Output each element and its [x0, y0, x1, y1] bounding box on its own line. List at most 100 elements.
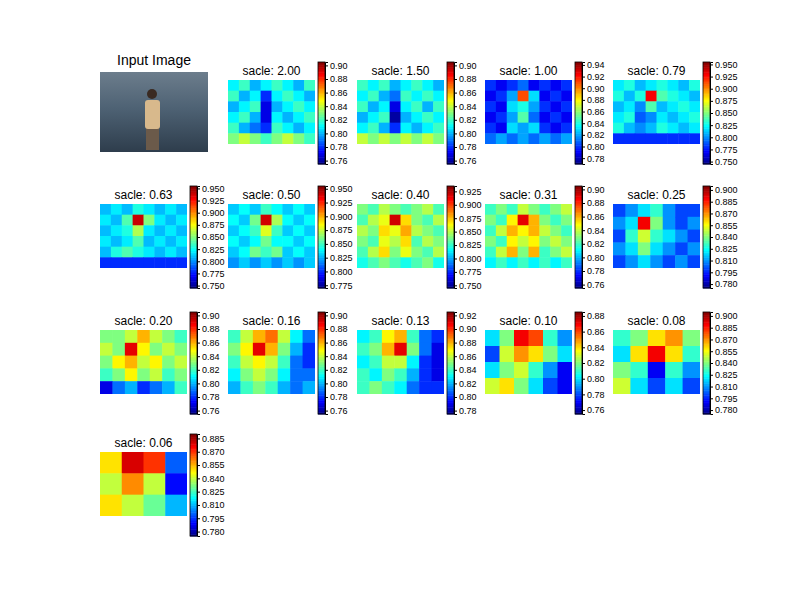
- tick: 0.90: [325, 61, 348, 71]
- heatmap-cell: [272, 112, 283, 123]
- heatmap-cell: [411, 101, 422, 112]
- heatmap-cell: [638, 204, 651, 217]
- tick: 0.80: [454, 129, 477, 139]
- heatmap-cell: [304, 133, 315, 144]
- heatmap-cell: [433, 236, 444, 247]
- heatmap-cell: [357, 330, 370, 343]
- tick: 0.900: [710, 311, 738, 321]
- tick-mark: [325, 65, 328, 66]
- heatmap-cell: [657, 80, 668, 91]
- heatmap-cells: [613, 330, 700, 394]
- heatmap-cell: [293, 101, 304, 112]
- heatmap-cell: [407, 368, 420, 381]
- colorbar-frame: [575, 62, 582, 164]
- heatmap-cell: [228, 91, 239, 102]
- tick-mark: [325, 356, 328, 357]
- heatmap-cell: [228, 80, 239, 91]
- heatmap-cell: [518, 91, 529, 102]
- tick-label: 0.900: [459, 200, 482, 210]
- tick-label: 0.900: [202, 208, 225, 218]
- tick: 0.875: [325, 225, 353, 235]
- heatmap-cell: [357, 247, 368, 258]
- tick-mark: [197, 478, 200, 479]
- heatmap-cells: [228, 204, 315, 268]
- heatmap-cell: [613, 242, 626, 255]
- heatmap-cell: [624, 91, 635, 102]
- tick-label: 0.750: [715, 157, 738, 167]
- heatmap-cell: [485, 112, 496, 123]
- heatmap-cell: [675, 255, 688, 268]
- tick-mark: [710, 77, 713, 78]
- tick: 0.88: [582, 198, 605, 208]
- heatmap-cell: [665, 346, 683, 363]
- heatmap-cell: [529, 236, 540, 247]
- tick-mark: [582, 88, 585, 89]
- tick-label: 0.780: [715, 405, 738, 415]
- tick: 0.84: [454, 102, 477, 112]
- heatmap-cell: [250, 247, 261, 258]
- heatmap-cell: [667, 91, 678, 102]
- heatmap-cell: [122, 257, 133, 268]
- heatmap-cell: [625, 242, 638, 255]
- heatmap-cell: [239, 80, 250, 91]
- colorbar: 0.7750.8000.8250.8500.8750.9000.9250.950: [318, 184, 353, 290]
- tick-mark: [197, 225, 200, 226]
- tick: 0.925: [197, 196, 225, 206]
- tick-label: 0.82: [587, 239, 605, 249]
- heatmap-cell: [667, 101, 678, 112]
- heatmap-cell: [529, 123, 540, 134]
- heatmap-cell: [357, 91, 368, 102]
- panel: sacle: 0.100.760.780.800.820.840.860.88: [485, 311, 605, 415]
- panel: sacle: 0.400.7500.7750.8000.8250.8500.87…: [357, 186, 482, 291]
- heatmap-cell: [111, 257, 122, 268]
- heatmap-cell: [137, 343, 150, 356]
- tick: 0.775: [710, 145, 738, 155]
- tick: 0.86: [325, 338, 348, 348]
- heatmap: [357, 330, 445, 395]
- heatmap-cell: [485, 133, 496, 144]
- heatmap-cell: [144, 204, 155, 215]
- heatmap-cell: [496, 247, 507, 258]
- tick-mark: [325, 147, 328, 148]
- tick-label: 0.795: [202, 514, 225, 524]
- panel-title: sacle: 0.25: [627, 188, 685, 202]
- heatmap-cell: [282, 257, 293, 268]
- heatmap-cell: [379, 80, 390, 91]
- tick-label: 0.88: [587, 198, 605, 208]
- heatmap-cell: [112, 381, 125, 394]
- heatmap-cell: [154, 257, 165, 268]
- heatmap-cell: [379, 215, 390, 226]
- heatmap-cell: [485, 247, 496, 258]
- tick-mark: [582, 203, 585, 204]
- heatmap-cell: [165, 247, 176, 258]
- colorbar-axis-line: [711, 63, 714, 165]
- colorbar: 0.7500.7750.8000.8250.8500.8750.9000.925…: [703, 60, 738, 167]
- heatmap-cell: [382, 343, 395, 356]
- tick-mark: [582, 230, 585, 231]
- tick: 0.90: [197, 311, 220, 321]
- tick: 0.795: [710, 268, 738, 278]
- tick-label: 0.780: [202, 527, 225, 537]
- tick: 0.810: [197, 500, 225, 510]
- tick: 0.82: [582, 130, 605, 140]
- heatmap-cell: [689, 101, 700, 112]
- heatmap-cell: [675, 230, 688, 243]
- tick-mark: [710, 113, 713, 114]
- tick-label: 0.86: [202, 338, 220, 348]
- heatmap-cell: [239, 133, 250, 144]
- tick-label: 0.84: [587, 119, 605, 129]
- heatmap-cell: [646, 101, 657, 112]
- heatmap-cell: [368, 91, 379, 102]
- heatmap-cell: [650, 242, 663, 255]
- input-image: [100, 72, 208, 152]
- tick-mark: [710, 249, 713, 250]
- panel: sacle: 0.080.7800.7950.8100.8250.8400.85…: [613, 311, 738, 415]
- heatmap-cell: [624, 123, 635, 134]
- heatmap-cell: [630, 362, 648, 379]
- tick: 0.850: [325, 239, 353, 249]
- tick: 0.900: [710, 84, 738, 94]
- heatmap-cell: [154, 247, 165, 258]
- tick-label: 0.84: [202, 352, 220, 362]
- tick-label: 0.825: [330, 253, 353, 263]
- tick-mark: [710, 213, 713, 214]
